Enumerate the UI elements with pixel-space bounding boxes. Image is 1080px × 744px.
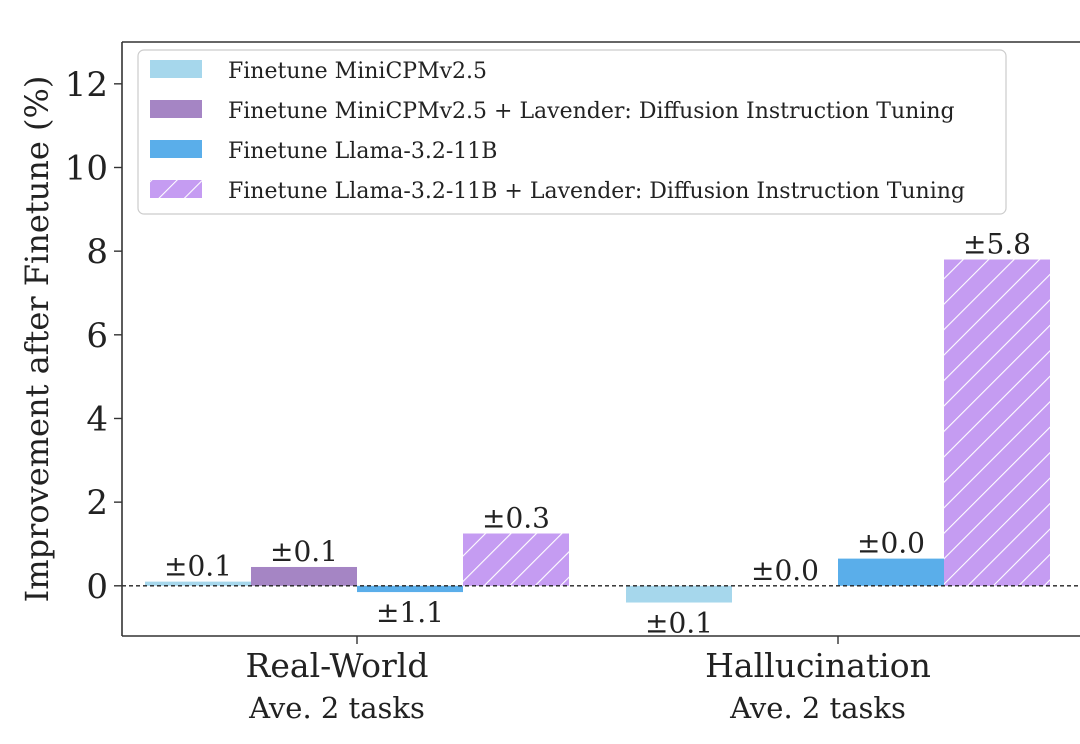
y-tick-label-0: 0 (86, 567, 108, 607)
legend-label-3: Finetune Llama-3.2-11B + Lavender: Diffu… (228, 179, 965, 204)
legend-label-2: Finetune Llama-3.2-11B (228, 139, 497, 164)
error-label-s3-c1: ±5.8 (963, 228, 1031, 261)
y-axis-label: Improvement after Finetune (%) (18, 76, 56, 603)
error-label-s2-c0: ±1.1 (376, 596, 444, 629)
bar-s2-c0 (357, 585, 463, 593)
bar-s0-c0 (145, 581, 251, 586)
y-tick-label-3: 6 (86, 316, 108, 356)
y-tick-label-5: 10 (65, 148, 108, 188)
y-tick-label-6: 12 (65, 65, 108, 105)
error-label-s3-c0: ±0.3 (482, 502, 550, 535)
bar-hatch-s3-c0 (463, 533, 569, 586)
legend: Finetune MiniCPMv2.5 Finetune MiniCPMv2.5… (137, 49, 1007, 215)
y-tick-label-4: 8 (86, 232, 108, 272)
legend-swatch-2 (150, 140, 202, 158)
y-tick-label-1: 2 (86, 483, 108, 523)
y-tick-label-2: 4 (86, 399, 108, 439)
error-label-s0-c1: ±0.1 (645, 607, 713, 640)
error-label-s1-c0: ±0.1 (270, 535, 338, 568)
legend-swatch-hatch-3 (150, 180, 202, 198)
error-label-s1-c1: ±0.0 (751, 554, 819, 587)
legend-label-1: Finetune MiniCPMv2.5 + Lavender: Diffusi… (228, 99, 955, 124)
error-label-s0-c0: ±0.1 (164, 550, 232, 583)
x-tick-label-1: Hallucination (705, 646, 931, 685)
bar-s2-c1 (838, 558, 944, 586)
x-tick-sublabel-1: Ave. 2 tasks (729, 691, 906, 725)
x-tick-sublabel-0: Ave. 2 tasks (248, 691, 425, 725)
bar-hatch-s3-c1 (944, 259, 1050, 586)
error-label-s2-c1: ±0.0 (857, 527, 925, 560)
legend-swatch-0 (150, 60, 202, 78)
x-tick-label-0: Real-World (246, 646, 429, 685)
bar-s1-c0 (251, 566, 357, 586)
bar-s0-c1 (626, 585, 732, 603)
axes: 0 2 4 6 8 10 12 Real-World Ave. 2 tasks Hallucina… (18, 41, 1080, 725)
legend-label-0: Finetune MiniCPMv2.5 (228, 59, 487, 84)
legend-swatch-1 (150, 100, 202, 118)
legend-box (137, 49, 1007, 215)
bars (145, 259, 1050, 603)
error-labels: ±0.1 ±0.1 ±0.1 ±0.0 ±1.1 ±0.0 ±0.3 ±5.8 (164, 228, 1031, 640)
